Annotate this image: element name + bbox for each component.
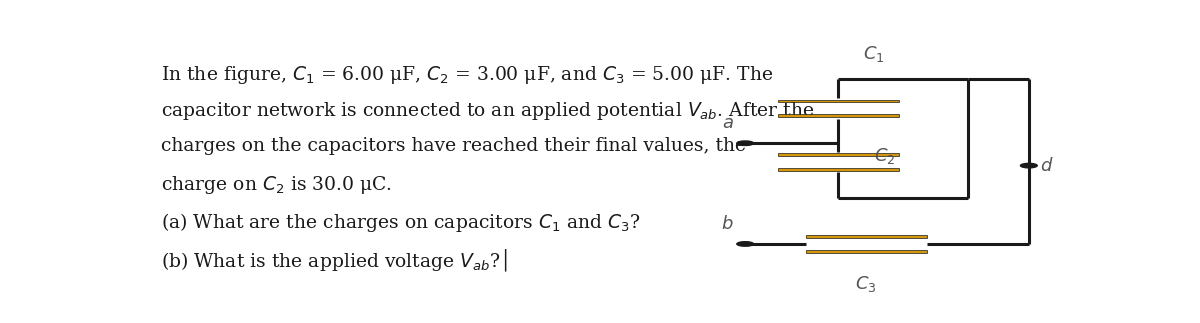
Text: charges on the capacitors have reached their final values, the: charges on the capacitors have reached t… (161, 137, 746, 155)
Polygon shape (778, 99, 899, 102)
Text: In the figure, $C_1$ = 6.00 μF, $C_2$ = 3.00 μF, and $C_3$ = 5.00 μF. The: In the figure, $C_1$ = 6.00 μF, $C_2$ = … (161, 64, 774, 86)
Text: $C_3$: $C_3$ (856, 274, 877, 294)
Text: $d$: $d$ (1040, 157, 1054, 175)
Text: (a) What are the charges on capacitors $C_1$ and $C_3$?: (a) What are the charges on capacitors $… (161, 211, 641, 234)
Text: $C_2$: $C_2$ (874, 146, 895, 166)
Polygon shape (805, 250, 926, 253)
Text: $a$: $a$ (722, 114, 734, 132)
Circle shape (737, 141, 754, 145)
Polygon shape (805, 235, 926, 238)
Polygon shape (778, 114, 899, 117)
Text: $C_1$: $C_1$ (863, 44, 884, 64)
Polygon shape (778, 153, 899, 156)
Circle shape (737, 242, 754, 246)
Polygon shape (778, 168, 899, 171)
Text: capacitor network is connected to an applied potential $V_{ab}$. After the: capacitor network is connected to an app… (161, 100, 815, 122)
Text: charge on $C_2$ is 30.0 μC.: charge on $C_2$ is 30.0 μC. (161, 174, 392, 196)
Circle shape (1020, 163, 1037, 168)
Text: $b$: $b$ (721, 215, 734, 233)
Text: (b) What is the applied voltage $V_{ab}$?│: (b) What is the applied voltage $V_{ab}$… (161, 248, 508, 274)
